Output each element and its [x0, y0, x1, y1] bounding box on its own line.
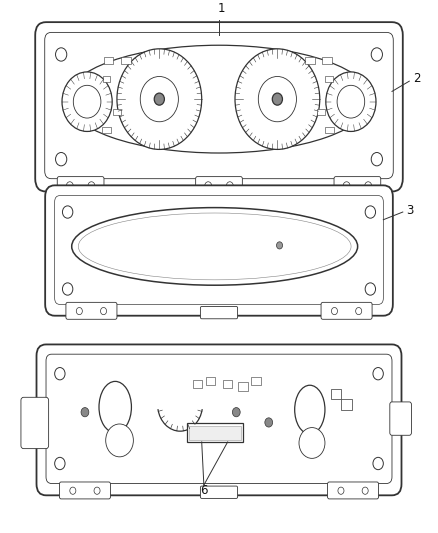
Circle shape: [258, 77, 297, 122]
Ellipse shape: [99, 382, 131, 433]
Circle shape: [233, 408, 240, 417]
Bar: [305, 57, 314, 64]
Circle shape: [73, 85, 101, 118]
Text: 3: 3: [406, 204, 413, 217]
Bar: [102, 126, 111, 133]
Bar: [251, 377, 261, 385]
Circle shape: [226, 182, 233, 190]
FancyBboxPatch shape: [390, 402, 411, 435]
Circle shape: [338, 487, 344, 494]
Circle shape: [81, 408, 89, 417]
Circle shape: [56, 48, 67, 61]
Bar: [223, 380, 233, 388]
Circle shape: [265, 418, 272, 427]
Bar: [331, 389, 341, 399]
Bar: [205, 377, 215, 385]
Circle shape: [100, 308, 106, 314]
Bar: [238, 382, 247, 391]
FancyBboxPatch shape: [66, 302, 117, 319]
Ellipse shape: [78, 213, 351, 280]
FancyBboxPatch shape: [36, 344, 402, 495]
FancyBboxPatch shape: [60, 482, 110, 499]
Text: 6: 6: [200, 483, 208, 497]
FancyBboxPatch shape: [201, 486, 237, 498]
Circle shape: [55, 457, 65, 470]
Circle shape: [117, 49, 202, 149]
Bar: [104, 57, 113, 64]
Circle shape: [94, 487, 100, 494]
FancyBboxPatch shape: [196, 176, 242, 195]
Circle shape: [76, 308, 82, 314]
Text: 2: 2: [413, 72, 420, 85]
FancyBboxPatch shape: [55, 196, 383, 304]
Circle shape: [356, 308, 362, 314]
Ellipse shape: [72, 208, 358, 285]
Text: 1: 1: [217, 3, 225, 15]
Circle shape: [371, 48, 382, 61]
FancyBboxPatch shape: [201, 306, 237, 319]
Circle shape: [371, 152, 382, 166]
Bar: [121, 57, 131, 64]
Circle shape: [66, 182, 73, 190]
Bar: [102, 76, 110, 82]
FancyBboxPatch shape: [46, 354, 392, 483]
FancyBboxPatch shape: [334, 176, 381, 195]
Circle shape: [205, 182, 212, 190]
Circle shape: [56, 152, 67, 166]
Circle shape: [62, 72, 112, 132]
Ellipse shape: [295, 385, 325, 434]
Bar: [113, 109, 121, 115]
Circle shape: [140, 77, 178, 122]
Bar: [325, 76, 333, 82]
FancyBboxPatch shape: [321, 302, 372, 319]
Circle shape: [63, 283, 73, 295]
FancyBboxPatch shape: [35, 22, 403, 191]
Circle shape: [235, 49, 320, 149]
FancyBboxPatch shape: [45, 33, 393, 179]
Bar: [325, 126, 334, 133]
Bar: [193, 380, 202, 388]
Circle shape: [373, 457, 383, 470]
Circle shape: [63, 206, 73, 218]
Circle shape: [365, 182, 372, 190]
Ellipse shape: [67, 45, 371, 153]
Circle shape: [70, 487, 76, 494]
Circle shape: [326, 72, 376, 132]
Bar: [189, 425, 240, 440]
FancyBboxPatch shape: [328, 482, 378, 499]
FancyBboxPatch shape: [21, 397, 49, 449]
FancyBboxPatch shape: [45, 185, 393, 316]
Circle shape: [365, 283, 375, 295]
Circle shape: [332, 308, 338, 314]
Circle shape: [88, 182, 95, 190]
Bar: [187, 424, 243, 442]
Circle shape: [154, 93, 164, 105]
Circle shape: [272, 93, 283, 105]
Bar: [341, 399, 352, 410]
Circle shape: [362, 487, 368, 494]
FancyBboxPatch shape: [57, 176, 104, 195]
Circle shape: [343, 182, 350, 190]
Circle shape: [106, 424, 134, 457]
Circle shape: [337, 85, 365, 118]
Circle shape: [365, 206, 375, 218]
Circle shape: [55, 368, 65, 380]
Circle shape: [299, 427, 325, 458]
Bar: [322, 57, 332, 64]
Circle shape: [276, 242, 283, 249]
Bar: [317, 109, 325, 115]
Circle shape: [373, 368, 383, 380]
